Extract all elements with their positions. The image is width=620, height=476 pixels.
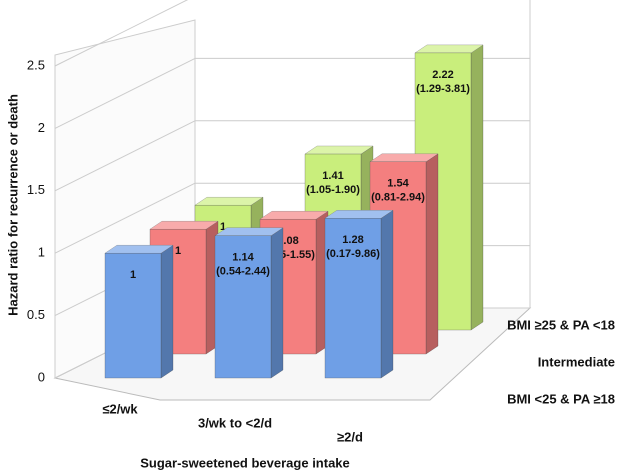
interval-label: (0.81-2.94): [371, 192, 425, 204]
bar-top-shade: [195, 197, 263, 206]
value-label: 1: [130, 269, 136, 281]
bar-side-shade: [271, 227, 283, 378]
y-tick-label: 0: [38, 369, 45, 384]
x-tick-label: ≤2/wk: [102, 401, 138, 416]
grid-line: [54, 57, 196, 129]
bar: [324, 218, 382, 379]
value-label: 1.54: [387, 178, 409, 190]
interval-label: (0.17-9.86): [326, 248, 380, 260]
x-axis-label: Sugar-sweetened beverage intake: [140, 455, 350, 470]
series-label: Intermediate: [538, 354, 615, 369]
value-label: 1.28: [342, 234, 363, 246]
interval-label: (1.05-1.90): [306, 184, 360, 196]
bar-side-shade: [471, 44, 483, 330]
bar-top-shade: [215, 227, 283, 236]
value-label: 2.22: [432, 69, 453, 81]
series-label: BMI <25 & PA ≥18: [507, 391, 615, 406]
interval-label: (0.54-2.44): [216, 266, 270, 278]
bar-top-shade: [260, 211, 328, 220]
x-tick-label: 3/wk to <2/d: [198, 415, 272, 430]
y-tick-label: 2: [38, 120, 45, 135]
bar-top-shade: [325, 210, 393, 219]
bar-top-shade: [415, 44, 483, 53]
grid-line: [54, 182, 196, 254]
bar: [104, 253, 162, 379]
bar: [214, 235, 272, 379]
value-label: 1.41: [322, 170, 343, 182]
interval-label: (1.29-3.81): [416, 83, 470, 95]
bar-side-shade: [381, 210, 393, 378]
value-label: 1.14: [232, 252, 254, 264]
y-tick-label: 0.5: [27, 307, 45, 322]
bar-top-shade: [105, 245, 173, 254]
bar-top-shade: [370, 153, 438, 162]
series-label: BMI ≥25 & PA <18: [507, 317, 615, 332]
bar-side-shade: [426, 153, 438, 354]
y-tick-label: 1: [38, 245, 45, 260]
y-tick-label: 2.5: [27, 57, 45, 72]
bar-top-shade: [150, 221, 218, 230]
x-tick-label: ≥2/d: [337, 429, 363, 444]
grid-line: [54, 120, 196, 192]
y-axis-label: Hazard ratio for recurrence or death: [5, 94, 20, 316]
bar-side-shade: [161, 245, 173, 378]
value-label: 1: [175, 245, 181, 257]
bar-top-shade: [305, 146, 373, 155]
y-tick-label: 1.5: [27, 182, 45, 197]
grid-line: [54, 0, 189, 67]
value-label: 1: [220, 221, 226, 233]
